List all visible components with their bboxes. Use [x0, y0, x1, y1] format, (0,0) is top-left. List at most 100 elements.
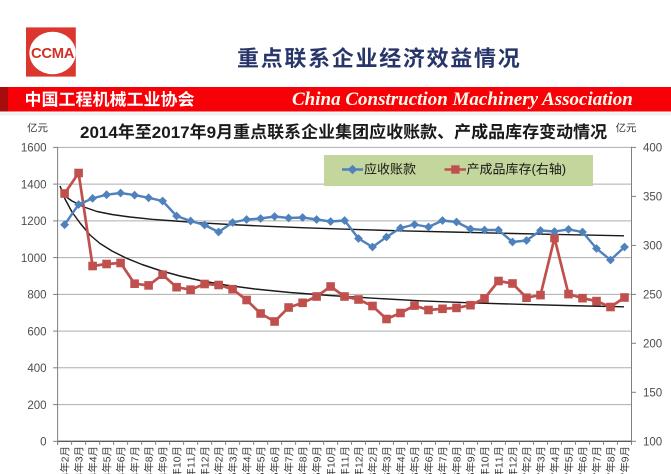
svg-text:1: 1	[509, 462, 520, 468]
svg-text:7: 7	[439, 456, 450, 462]
svg-text:350: 350	[643, 192, 662, 204]
svg-text:8: 8	[453, 456, 464, 462]
svg-text:2: 2	[215, 456, 226, 462]
svg-text:4: 4	[131, 472, 142, 474]
svg-text:0: 0	[327, 456, 338, 462]
svg-text:4: 4	[75, 472, 86, 474]
svg-text:9: 9	[207, 123, 216, 142]
svg-text:4: 4	[61, 472, 72, 474]
svg-text:5: 5	[565, 456, 576, 462]
svg-text:2014: 2014	[80, 123, 118, 142]
svg-text:5: 5	[285, 472, 296, 474]
svg-text:200: 200	[27, 400, 46, 412]
svg-text:3: 3	[75, 456, 86, 462]
svg-text:4: 4	[159, 472, 170, 474]
svg-text:8: 8	[145, 456, 156, 462]
svg-text:1000: 1000	[21, 253, 47, 265]
svg-text:4: 4	[89, 472, 100, 474]
svg-text:3: 3	[383, 456, 394, 462]
svg-text:6: 6	[579, 456, 590, 462]
svg-text:1400: 1400	[21, 179, 47, 191]
svg-text:5: 5	[313, 472, 324, 474]
svg-text:6: 6	[383, 472, 394, 474]
svg-text:200: 200	[643, 339, 662, 351]
svg-text:1: 1	[341, 456, 352, 462]
svg-text:1: 1	[355, 462, 366, 468]
svg-text:100: 100	[643, 437, 662, 449]
svg-text:1: 1	[327, 462, 338, 468]
svg-text:6: 6	[439, 472, 450, 474]
svg-text:7: 7	[523, 472, 534, 474]
svg-text:4: 4	[551, 456, 562, 462]
svg-text:3: 3	[229, 456, 240, 462]
svg-text:7: 7	[131, 456, 142, 462]
svg-text:5: 5	[215, 472, 226, 474]
svg-text:2: 2	[523, 456, 534, 462]
svg-text:4: 4	[145, 472, 156, 474]
svg-text:800: 800	[27, 290, 46, 302]
svg-text:9: 9	[621, 456, 632, 462]
svg-text:9: 9	[159, 456, 170, 462]
svg-text:1200: 1200	[21, 216, 47, 228]
svg-text:6: 6	[467, 472, 478, 474]
svg-text:): )	[562, 162, 566, 177]
svg-text:0: 0	[40, 437, 46, 449]
svg-text:2: 2	[201, 456, 212, 462]
svg-text:2: 2	[61, 456, 72, 462]
svg-text:1: 1	[187, 456, 198, 462]
svg-text:6: 6	[369, 472, 380, 474]
svg-text:7: 7	[593, 472, 604, 474]
svg-text:5: 5	[271, 472, 282, 474]
svg-text:7: 7	[607, 472, 618, 474]
svg-text:2: 2	[355, 456, 366, 462]
svg-text:6: 6	[271, 456, 282, 462]
svg-text:8: 8	[299, 456, 310, 462]
svg-text:CCMA: CCMA	[31, 46, 75, 62]
svg-text:2017: 2017	[152, 123, 190, 142]
svg-text:8: 8	[607, 456, 618, 462]
svg-text:2: 2	[369, 456, 380, 462]
svg-text:6: 6	[117, 456, 128, 462]
svg-text:4: 4	[117, 472, 128, 474]
svg-text:5: 5	[411, 456, 422, 462]
svg-text:2: 2	[509, 456, 520, 462]
svg-text:0: 0	[481, 456, 492, 462]
svg-text:6: 6	[425, 456, 436, 462]
svg-text:5: 5	[299, 472, 310, 474]
svg-text:7: 7	[579, 472, 590, 474]
svg-text:7: 7	[565, 472, 576, 474]
svg-text:250: 250	[643, 290, 662, 302]
svg-text:4: 4	[89, 456, 100, 462]
svg-text:9: 9	[467, 456, 478, 462]
svg-text:1: 1	[201, 462, 212, 468]
svg-text:6: 6	[397, 472, 408, 474]
svg-text:1: 1	[495, 456, 506, 462]
svg-text:China Construction Machinery A: China Construction Machinery Association	[292, 89, 633, 110]
svg-text:1: 1	[341, 462, 352, 468]
svg-text:400: 400	[643, 143, 662, 155]
svg-text:1: 1	[495, 462, 506, 468]
svg-text:7: 7	[593, 456, 604, 462]
svg-text:(: (	[532, 162, 537, 177]
svg-text:1: 1	[481, 462, 492, 468]
svg-text:5: 5	[257, 472, 268, 474]
svg-text:7: 7	[621, 472, 632, 474]
svg-text:4: 4	[243, 456, 254, 462]
svg-text:4: 4	[397, 456, 408, 462]
svg-text:1: 1	[187, 462, 198, 468]
svg-text:150: 150	[643, 388, 662, 400]
svg-text:1600: 1600	[21, 143, 47, 155]
svg-text:7: 7	[285, 456, 296, 462]
svg-text:6: 6	[453, 472, 464, 474]
svg-text:4: 4	[103, 472, 114, 474]
svg-text:7: 7	[551, 472, 562, 474]
svg-text:300: 300	[643, 241, 662, 253]
svg-text:7: 7	[537, 472, 548, 474]
svg-text:5: 5	[257, 456, 268, 462]
svg-text:6: 6	[411, 472, 422, 474]
svg-text:3: 3	[537, 456, 548, 462]
svg-text:1: 1	[173, 462, 184, 468]
svg-text:9: 9	[313, 456, 324, 462]
svg-text:600: 600	[27, 326, 46, 338]
svg-text:5: 5	[103, 456, 114, 462]
